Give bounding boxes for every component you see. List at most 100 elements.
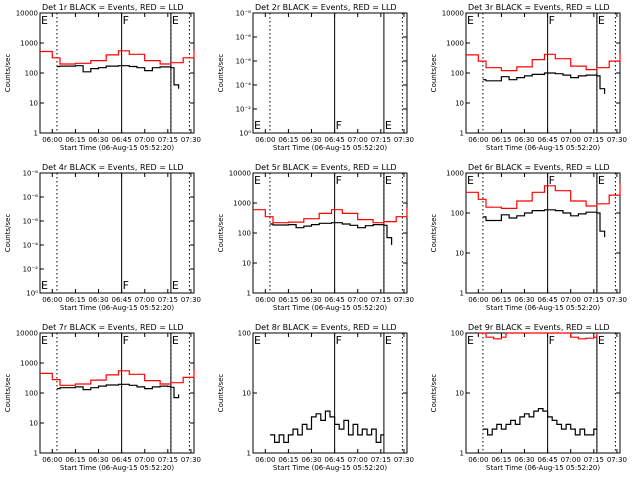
marker-label: E — [172, 14, 179, 27]
x-tick-label: 07:30 — [394, 296, 414, 304]
events-series-line — [56, 65, 180, 89]
marker-label: F — [549, 334, 555, 347]
y-axis-label: Counts/sec — [4, 54, 12, 93]
lld-series-line — [40, 369, 195, 386]
y-tick-label: 10⁻⁸ — [23, 170, 39, 178]
marker-label: E — [41, 334, 48, 347]
x-axis-label: Start Time (06-Aug-15 05:52:20) — [486, 144, 600, 152]
x-tick-label: 07:15 — [584, 456, 604, 464]
x-tick-label: 06:15 — [65, 136, 85, 144]
marker-label: F — [336, 174, 342, 187]
y-tick-label: 1000 — [233, 200, 251, 208]
lld-series-line — [478, 332, 598, 340]
x-tick-label: 06:45 — [325, 136, 345, 144]
x-axis-label: Start Time (06-Aug-15 05:52:20) — [486, 304, 600, 312]
x-tick-label: 06:15 — [278, 296, 298, 304]
y-tick-label: 100 — [25, 70, 38, 78]
marker-label: E — [254, 119, 261, 132]
x-tick-label: 06:45 — [112, 136, 132, 144]
x-axis-label: Start Time (06-Aug-15 05:52:20) — [60, 144, 174, 152]
x-tick-label: 06:00 — [468, 296, 488, 304]
marker-label: E — [598, 174, 605, 187]
x-axis-label: Start Time (06-Aug-15 05:52:20) — [60, 304, 174, 312]
y-tick-label: 10⁰ — [26, 290, 38, 298]
y-tick-label: 100 — [238, 330, 251, 338]
marker-label: F — [336, 334, 342, 347]
detector-panel-6: Det 6r BLACK = Events, RED = LLD 1 10 100 10… — [430, 163, 627, 312]
plot-frame — [465, 172, 621, 294]
x-tick-label: 06:15 — [491, 296, 511, 304]
marker-label: F — [549, 174, 555, 187]
marker-label: E — [385, 174, 392, 187]
marker-label: E — [598, 334, 605, 347]
marker-label: E — [41, 14, 48, 27]
plot-frame — [252, 12, 408, 134]
x-tick-label: 06:00 — [468, 136, 488, 144]
detector-panel-3: Det 3r BLACK = Events, RED = LLD 1 10 100 10… — [430, 3, 627, 152]
x-tick-label: 07:30 — [607, 296, 627, 304]
y-tick-label: 10000 — [229, 170, 251, 178]
events-series-line — [482, 72, 606, 94]
marker-label: F — [123, 279, 129, 292]
events-series-line — [56, 383, 180, 399]
y-tick-label: 10⁻⁴ — [23, 242, 39, 250]
lld-series-line — [253, 207, 408, 224]
y-tick-label: 10000 — [442, 10, 464, 18]
y-tick-label: 100 — [451, 330, 464, 338]
y-tick-label: 10⁻⁴ — [236, 82, 252, 90]
y-axis-label: Counts/sec — [217, 214, 225, 253]
y-tick-label: 1 — [34, 130, 38, 138]
x-tick-label: 07:00 — [135, 136, 155, 144]
y-tick-label: 10 — [455, 390, 464, 398]
panel-title: Det 7r BLACK = Events, RED = LLD — [42, 323, 184, 332]
marker-label: F — [123, 14, 129, 27]
y-axis-label: Counts/sec — [430, 374, 438, 413]
y-axis-label: Counts/sec — [4, 214, 12, 253]
x-tick-label: 07:30 — [607, 136, 627, 144]
x-tick-label: 06:15 — [65, 456, 85, 464]
x-tick-label: 07:15 — [158, 136, 178, 144]
y-tick-label: 1 — [34, 450, 38, 458]
y-tick-label: 10⁻⁶ — [236, 58, 252, 66]
x-tick-label: 07:30 — [181, 136, 201, 144]
x-tick-label: 07:30 — [181, 456, 201, 464]
x-tick-label: 07:15 — [584, 296, 604, 304]
y-tick-label: 100 — [451, 70, 464, 78]
y-tick-label: 1 — [460, 130, 464, 138]
events-series-line — [269, 222, 393, 245]
plot-frame — [39, 172, 195, 294]
marker-label: E — [467, 14, 474, 27]
x-tick-label: 06:30 — [514, 136, 534, 144]
x-tick-label: 07:00 — [348, 136, 368, 144]
detector-panel-8: Det 8r BLACK = Events, RED = LLD 1 10 100 06… — [217, 323, 414, 472]
x-tick-label: 07:00 — [561, 136, 581, 144]
x-tick-label: 06:15 — [65, 296, 85, 304]
y-tick-label: 10000 — [16, 10, 38, 18]
x-tick-label: 06:15 — [491, 456, 511, 464]
y-tick-label: 10⁻⁶ — [23, 194, 39, 202]
x-tick-label: 06:45 — [112, 296, 132, 304]
y-tick-label: 10000 — [16, 330, 38, 338]
x-tick-label: 07:00 — [348, 296, 368, 304]
x-axis-label: Start Time (06-Aug-15 05:52:20) — [273, 144, 387, 152]
x-tick-label: 07:15 — [371, 136, 391, 144]
y-tick-label: 100 — [451, 210, 464, 218]
lld-series-line — [466, 53, 621, 72]
y-tick-label: 10⁻² — [236, 106, 252, 114]
y-axis-label: Counts/sec — [217, 374, 225, 413]
marker-label: F — [549, 14, 555, 27]
x-tick-label: 06:30 — [514, 456, 534, 464]
y-tick-label: 10 — [29, 100, 38, 108]
x-tick-label: 07:00 — [561, 456, 581, 464]
x-tick-label: 07:15 — [158, 456, 178, 464]
x-tick-label: 06:45 — [538, 456, 558, 464]
y-tick-label: 100 — [238, 230, 251, 238]
x-axis-label: Start Time (06-Aug-15 05:52:20) — [273, 464, 387, 472]
y-axis-label: Counts/sec — [217, 54, 225, 93]
y-tick-label: 10 — [242, 260, 251, 268]
x-tick-label: 07:30 — [394, 136, 414, 144]
x-tick-label: 07:00 — [135, 456, 155, 464]
panel-title: Det 9r BLACK = Events, RED = LLD — [468, 323, 610, 332]
x-tick-label: 07:30 — [607, 456, 627, 464]
y-tick-label: 10⁻⁶ — [23, 218, 39, 226]
